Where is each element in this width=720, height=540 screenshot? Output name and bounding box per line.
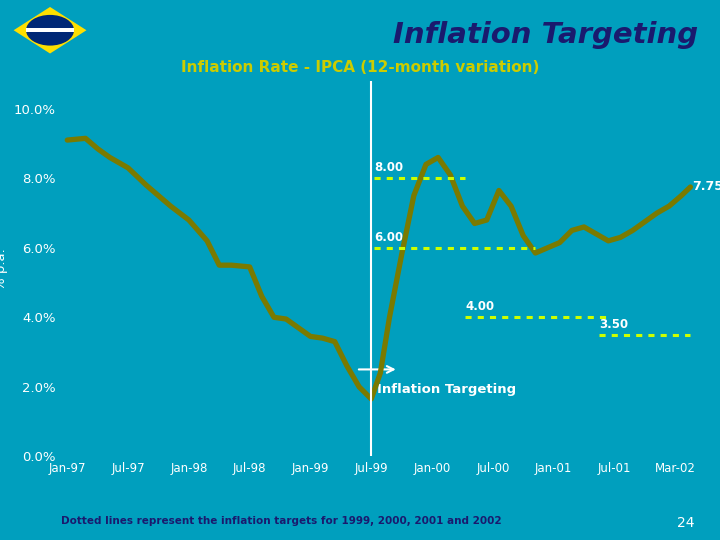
Text: 6.00: 6.00 — [374, 231, 403, 244]
Circle shape — [26, 15, 74, 45]
Polygon shape — [14, 7, 86, 53]
Text: Inflation Rate - IPCA (12-month variation): Inflation Rate - IPCA (12-month variatio… — [181, 59, 539, 75]
Y-axis label: % p.a.: % p.a. — [0, 248, 8, 289]
Text: 8.00: 8.00 — [374, 161, 403, 174]
Text: 4.00: 4.00 — [465, 300, 495, 313]
Text: Inflation Targeting: Inflation Targeting — [377, 383, 516, 396]
Text: Inflation Targeting: Inflation Targeting — [393, 21, 698, 49]
Text: 3.50: 3.50 — [599, 318, 629, 330]
Text: 24: 24 — [678, 516, 695, 530]
Polygon shape — [26, 29, 74, 32]
Text: Dotted lines represent the inflation targets for 1999, 2000, 2001 and 2002: Dotted lines represent the inflation tar… — [61, 516, 502, 526]
Text: 7.75: 7.75 — [692, 180, 720, 193]
